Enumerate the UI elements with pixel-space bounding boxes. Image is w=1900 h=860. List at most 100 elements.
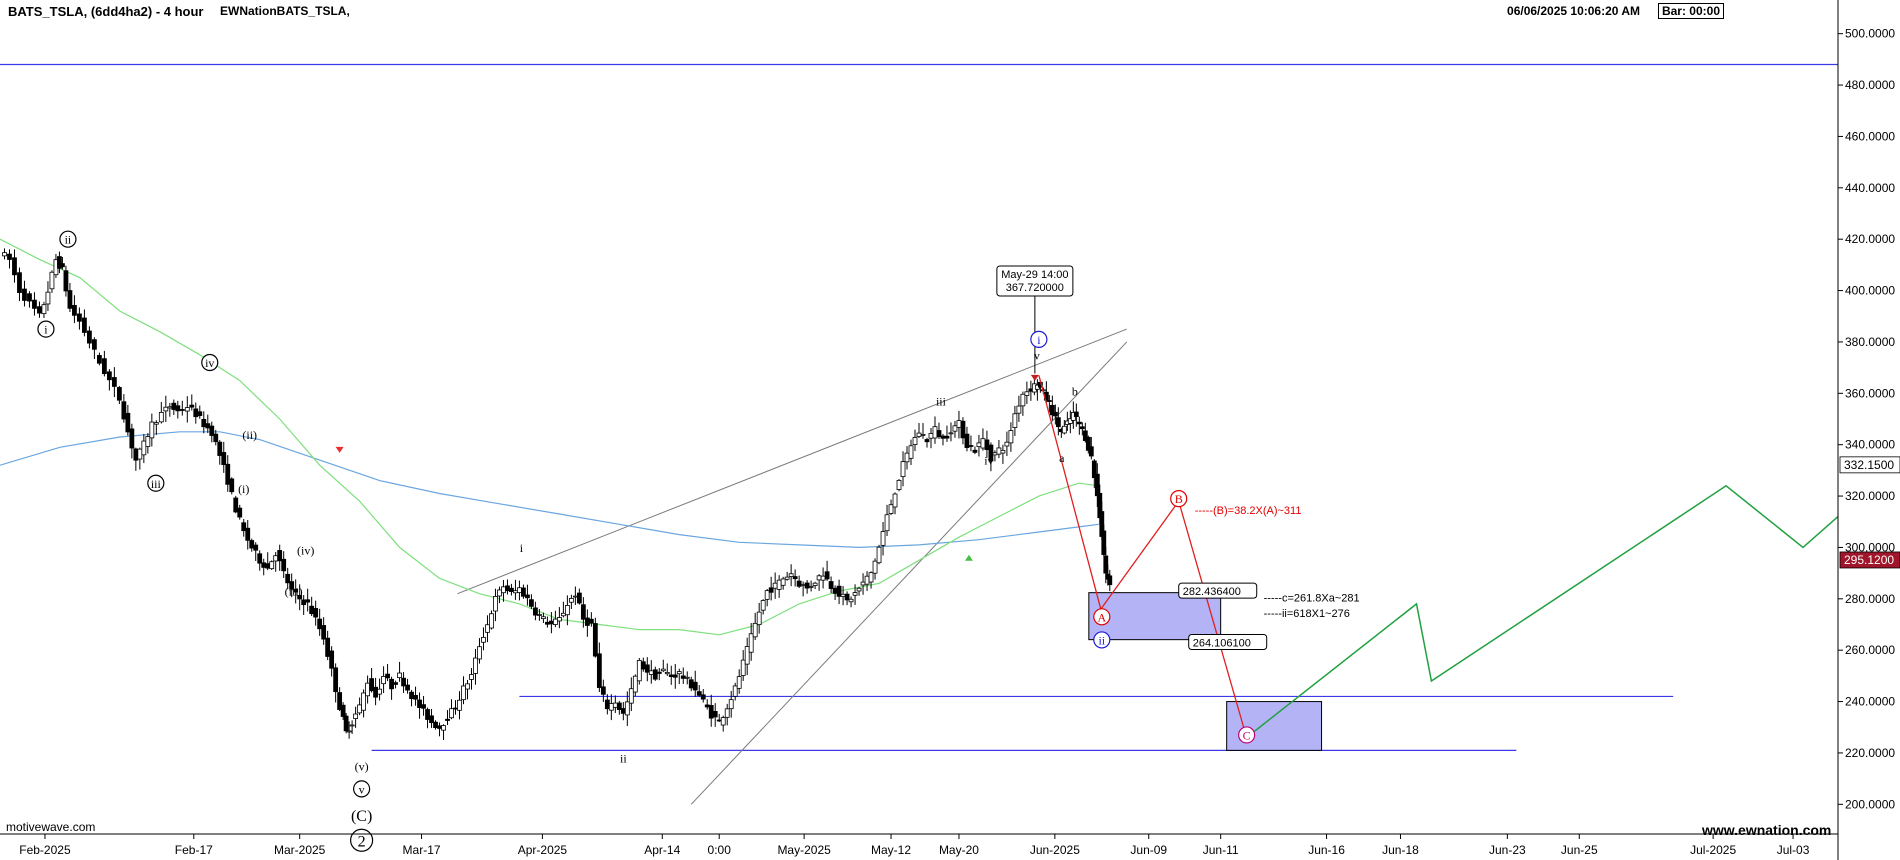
wave-label-circle (1093, 631, 1111, 649)
candle (628, 677, 634, 712)
candle-down (700, 694, 706, 700)
candle (600, 679, 606, 703)
candle (385, 664, 390, 682)
x-tick-label: Apr-2025 (518, 843, 568, 857)
y-tick-label: 300.0000 (1845, 540, 1895, 554)
triangle-up-marker (964, 554, 973, 561)
wave-label-text: ii (65, 233, 72, 247)
candle-up (732, 685, 738, 697)
box-price-label: 264.106100 (1188, 633, 1268, 650)
candle-down (171, 402, 177, 410)
candle (269, 560, 275, 571)
candle-up (664, 672, 670, 675)
candle-down (325, 637, 331, 657)
chart-datetime: 06/06/2025 10:06:20 AM (1507, 4, 1640, 18)
candle-down (253, 544, 259, 551)
candle-up (361, 692, 367, 711)
trendline (457, 328, 1127, 595)
candle (952, 420, 958, 438)
candle-down (193, 408, 199, 418)
candle-down (549, 620, 554, 625)
y-tick-label: 360.0000 (1845, 386, 1895, 400)
candle-up (956, 420, 962, 428)
candle (828, 576, 834, 594)
candle-down (241, 522, 247, 532)
candle-down (828, 581, 834, 589)
peak-callout-text: May-29 14:00 (1001, 269, 1068, 281)
candle-down (7, 253, 12, 260)
candle (449, 699, 454, 720)
candle-down (67, 290, 73, 309)
candle-down (509, 587, 514, 592)
wave-label-text: B (1175, 492, 1183, 506)
wave-label-text: iii (151, 477, 162, 491)
candle-up (660, 668, 666, 672)
candle-up (556, 617, 562, 622)
candle (72, 295, 77, 324)
candle-up (2, 252, 7, 257)
candle-down (297, 595, 303, 600)
candle (541, 612, 546, 623)
candle-down (1076, 421, 1082, 425)
candle (804, 580, 810, 594)
candle-up (720, 717, 726, 726)
candle (221, 441, 227, 473)
candle (241, 518, 247, 537)
candle-down (321, 625, 327, 640)
wave-label: i (1030, 330, 1048, 348)
candle-down (133, 448, 139, 461)
x-tick-label: May-12 (871, 843, 911, 857)
candle (533, 601, 538, 621)
candle (245, 520, 251, 550)
candle (880, 521, 886, 556)
wave-label-text: iv (205, 356, 214, 370)
chart-background-layer (0, 8, 1838, 830)
candle-down (768, 587, 774, 593)
candle-up (888, 504, 894, 514)
candle (596, 642, 602, 692)
wave-label: A (1093, 608, 1111, 626)
candle-up (49, 271, 55, 290)
candle-down (704, 704, 710, 708)
candle-down (12, 257, 17, 276)
x-tick-label: Jun-11 (1203, 843, 1239, 857)
candle (361, 689, 367, 718)
candle-down (421, 704, 426, 709)
candle (489, 610, 494, 630)
candle (317, 608, 323, 636)
candle (521, 584, 526, 599)
candles-layer (2, 248, 1113, 741)
candle-down (32, 299, 37, 309)
wave-label: i (520, 541, 524, 555)
candle-down (505, 585, 510, 592)
candle (249, 538, 255, 552)
candle (189, 394, 195, 411)
candle-up (764, 590, 770, 600)
wave-label-circle (353, 780, 371, 798)
candle-up (141, 440, 147, 456)
candle-up (628, 688, 634, 704)
candle-down (964, 433, 970, 448)
y-tick-label: 460.0000 (1845, 129, 1895, 143)
wave-label-text: a (1059, 451, 1065, 465)
candle (337, 687, 343, 712)
y-tick-label: 400.0000 (1845, 284, 1895, 298)
candle (1020, 391, 1026, 416)
candle-down (844, 593, 850, 601)
wave-label: B (1170, 490, 1188, 508)
candle-down (592, 623, 598, 657)
candle-down (409, 691, 414, 700)
wave-label-text: i (44, 323, 48, 337)
candle (576, 588, 582, 605)
candle-down (175, 405, 181, 412)
candle (82, 309, 87, 337)
candle-down (201, 419, 207, 428)
candle-down (111, 377, 117, 387)
candle (720, 715, 726, 732)
candle (285, 567, 291, 590)
candle-up (856, 587, 862, 592)
candle (888, 499, 894, 516)
candle-up (900, 461, 906, 478)
candle (892, 492, 898, 515)
